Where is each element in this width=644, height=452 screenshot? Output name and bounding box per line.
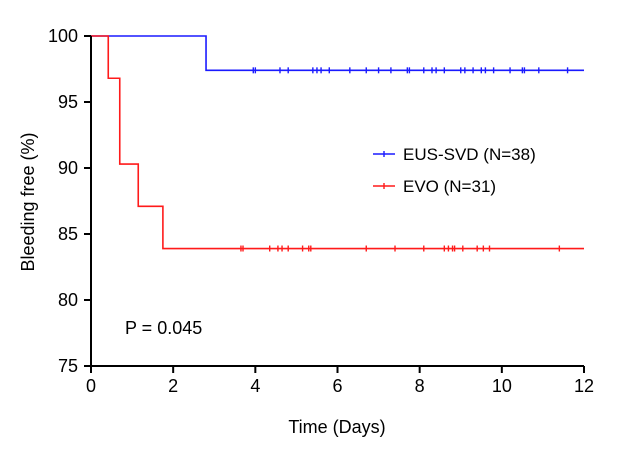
legend-item-1: EVO (N=31) (373, 177, 496, 196)
y-axis-label: Bleeding free (%) (18, 132, 38, 271)
legend-item-0: EUS-SVD (N=38) (373, 145, 536, 164)
y-tick-label: 90 (58, 158, 78, 178)
x-tick-label: 6 (332, 376, 342, 396)
legend: EUS-SVD (N=38) EVO (N=31) (373, 145, 536, 196)
x-tick-label: 10 (492, 376, 512, 396)
x-ticks: 0 2 4 6 8 10 12 (86, 366, 594, 396)
y-ticks: 75 80 85 90 95 100 (48, 26, 91, 376)
series-line-1 (91, 35, 584, 250)
y-tick-label: 75 (58, 356, 78, 376)
series-group (91, 35, 584, 252)
x-tick-label: 2 (168, 376, 178, 396)
x-tick-label: 8 (415, 376, 425, 396)
axes-group (90, 36, 584, 367)
y-tick-label: 85 (58, 224, 78, 244)
x-tick-label: 4 (250, 376, 260, 396)
series-line-0 (91, 35, 584, 72)
x-tick-label: 0 (86, 376, 96, 396)
y-tick-label: 95 (58, 92, 78, 112)
y-tick-label: 100 (48, 26, 78, 46)
y-tick-label: 80 (58, 290, 78, 310)
x-axis-label: Time (Days) (288, 417, 385, 437)
legend-label: EUS-SVD (N=38) (403, 145, 536, 164)
legend-label: EVO (N=31) (403, 177, 496, 196)
x-tick-label: 12 (574, 376, 594, 396)
p-value-annotation: P = 0.045 (125, 318, 202, 338)
